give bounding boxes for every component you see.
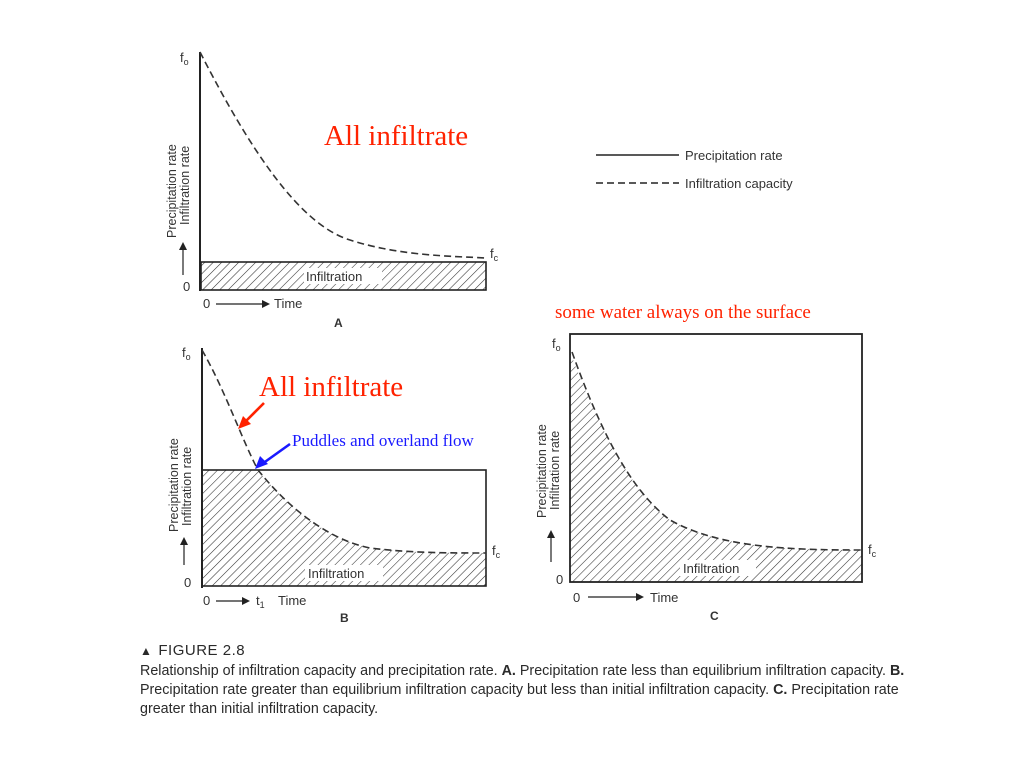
area-label-bg-c	[680, 560, 756, 576]
panel-a: Infiltration fo fc 0 0 Time A Precipitat…	[165, 50, 499, 330]
panel-letter-c: C	[710, 609, 719, 623]
y-label-precip-a: Precipitation rate	[165, 144, 179, 238]
fc-label-c: fc	[868, 542, 877, 559]
annotation-puddles: Puddles and overland flow	[292, 431, 474, 450]
infiltration-capacity-curve-a	[199, 51, 487, 259]
infiltration-capacity-curve-c	[571, 351, 863, 551]
figure-title: ▲ FIGURE 2.8	[140, 642, 930, 659]
area-label-a: Infiltration	[306, 269, 362, 284]
annotations: All infiltrate All infiltrate Puddles an…	[238, 120, 811, 469]
zero-label-a: 0	[183, 279, 190, 294]
y-label-precip-b: Precipitation rate	[167, 438, 181, 532]
panel-letter-a: A	[334, 316, 343, 330]
y-arrow-head-c	[547, 530, 555, 538]
infiltration-area-c	[570, 352, 862, 582]
y-arrow-head-b	[180, 537, 188, 545]
area-label-bg-b	[305, 565, 383, 581]
area-label-c: Infiltration	[683, 561, 739, 576]
time-arrow-head-c	[636, 593, 644, 601]
plot-frame-b	[201, 469, 487, 587]
panel-c: Infiltration fo fc 0 0 Time C Precipitat…	[535, 333, 877, 623]
time-arrow-head-a	[262, 300, 270, 308]
time-label-a: Time	[274, 296, 302, 311]
legend: Precipitation rate Infiltration capacity	[596, 148, 793, 191]
annotation-all-infiltrate-b: All infiltrate	[259, 371, 403, 403]
f0-label-c: fo	[552, 336, 561, 353]
triangle-icon: ▲	[140, 644, 153, 658]
figure-caption: ▲ FIGURE 2.8 Relationship of infiltration…	[140, 642, 930, 719]
legend-precipitation-label: Precipitation rate	[685, 148, 783, 163]
zero-label-c: 0	[556, 572, 563, 587]
infiltration-capacity-curve-b	[201, 349, 487, 554]
time-label-c: Time	[650, 590, 678, 605]
blue-arrow-head	[255, 456, 268, 469]
y-label-infil-c: Infiltration rate	[548, 431, 562, 510]
plot-frame-c	[569, 333, 863, 583]
area-label-b: Infiltration	[308, 566, 364, 581]
t1-label-b: t1	[256, 593, 265, 610]
y-label-infil-a: Infiltration rate	[178, 146, 192, 225]
legend-infiltration-label: Infiltration capacity	[685, 176, 793, 191]
figure-caption-text: Relationship of infiltration capacity an…	[140, 663, 905, 717]
time-label-b: Time	[278, 593, 306, 608]
blue-arrow	[261, 442, 291, 466]
f0-label-a: fo	[180, 50, 189, 67]
fc-label-b: fc	[492, 543, 501, 560]
fc-label-a: fc	[490, 246, 499, 263]
panel-b: Infiltration fo fc 0 0 t1 Time B Precipi…	[167, 345, 501, 625]
annotation-surface: some water always on the surface	[555, 302, 811, 323]
y-arrow-head-a	[179, 242, 187, 250]
zero-label-b: 0	[184, 575, 191, 590]
red-arrow	[243, 402, 265, 424]
y-label-infil-b: Infiltration rate	[180, 447, 194, 526]
annotation-all-infiltrate-a: All infiltrate	[324, 120, 468, 152]
time-arrow-head-b	[242, 597, 250, 605]
infiltration-area-b	[202, 470, 486, 586]
panel-letter-b: B	[340, 611, 349, 625]
x-zero-label-c: 0	[573, 590, 580, 605]
f0-label-b: fo	[182, 345, 191, 362]
x-zero-label-b: 0	[203, 593, 210, 608]
x-zero-label-a: 0	[203, 296, 210, 311]
figure-title-text: FIGURE 2.8	[158, 642, 246, 659]
y-label-precip-c: Precipitation rate	[535, 424, 549, 518]
area-label-bg-a	[304, 268, 382, 284]
red-arrow-head	[238, 416, 251, 429]
